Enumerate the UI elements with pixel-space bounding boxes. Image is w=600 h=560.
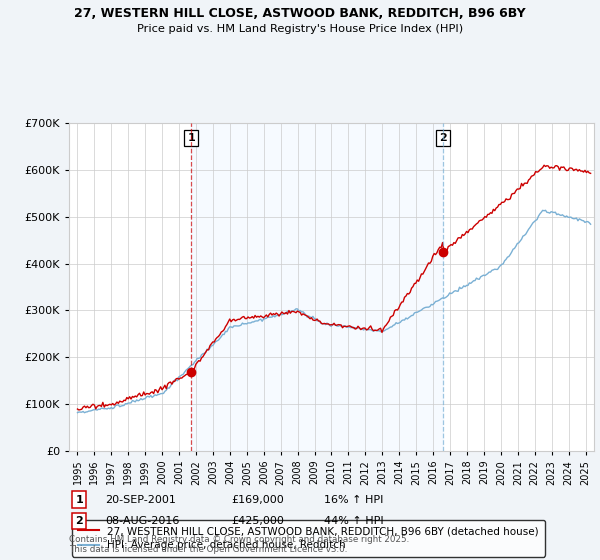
Text: 20-SEP-2001: 20-SEP-2001 xyxy=(105,494,176,505)
Text: 08-AUG-2016: 08-AUG-2016 xyxy=(105,516,179,526)
Text: 44% ↑ HPI: 44% ↑ HPI xyxy=(324,516,383,526)
Text: Contains HM Land Registry data © Crown copyright and database right 2025.
This d: Contains HM Land Registry data © Crown c… xyxy=(69,535,409,554)
Text: 27, WESTERN HILL CLOSE, ASTWOOD BANK, REDDITCH, B96 6BY: 27, WESTERN HILL CLOSE, ASTWOOD BANK, RE… xyxy=(74,7,526,20)
Text: 1: 1 xyxy=(76,494,83,505)
Text: 2: 2 xyxy=(439,133,447,143)
Text: 2: 2 xyxy=(76,516,83,526)
Legend: 27, WESTERN HILL CLOSE, ASTWOOD BANK, REDDITCH, B96 6BY (detached house), HPI: A: 27, WESTERN HILL CLOSE, ASTWOOD BANK, RE… xyxy=(71,520,545,557)
Bar xyxy=(191,123,443,451)
Text: £425,000: £425,000 xyxy=(231,516,284,526)
Text: £169,000: £169,000 xyxy=(231,494,284,505)
Text: 16% ↑ HPI: 16% ↑ HPI xyxy=(324,494,383,505)
Text: Price paid vs. HM Land Registry's House Price Index (HPI): Price paid vs. HM Land Registry's House … xyxy=(137,24,463,34)
Text: 1: 1 xyxy=(187,133,195,143)
